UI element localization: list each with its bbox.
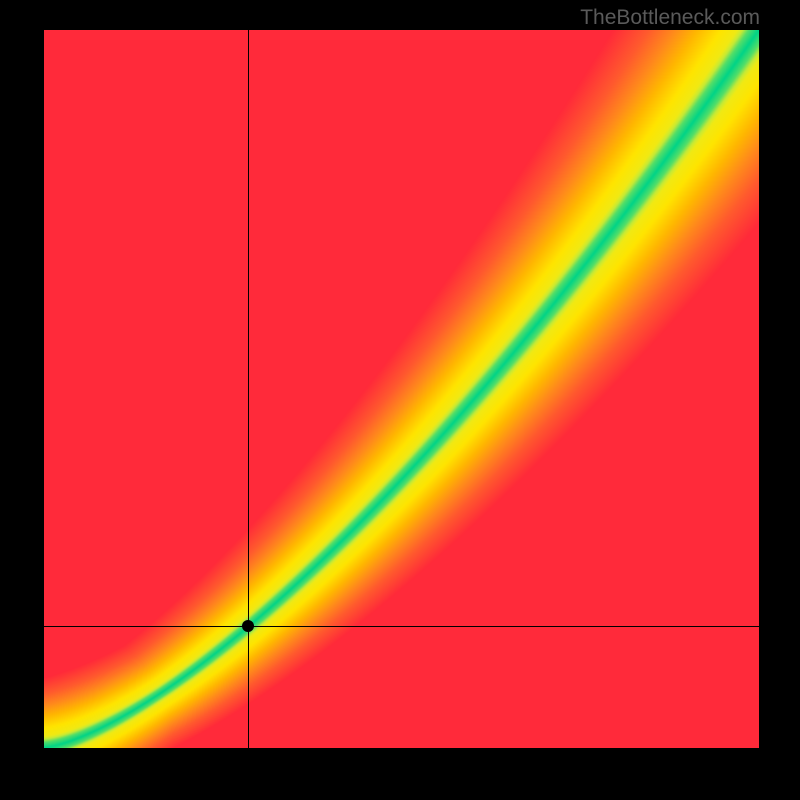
crosshair-vertical (248, 30, 249, 748)
bottleneck-marker (242, 620, 254, 632)
heatmap-plot (44, 30, 759, 748)
crosshair-horizontal (44, 626, 759, 627)
heatmap-canvas (44, 30, 759, 748)
watermark-text: TheBottleneck.com (580, 6, 760, 30)
